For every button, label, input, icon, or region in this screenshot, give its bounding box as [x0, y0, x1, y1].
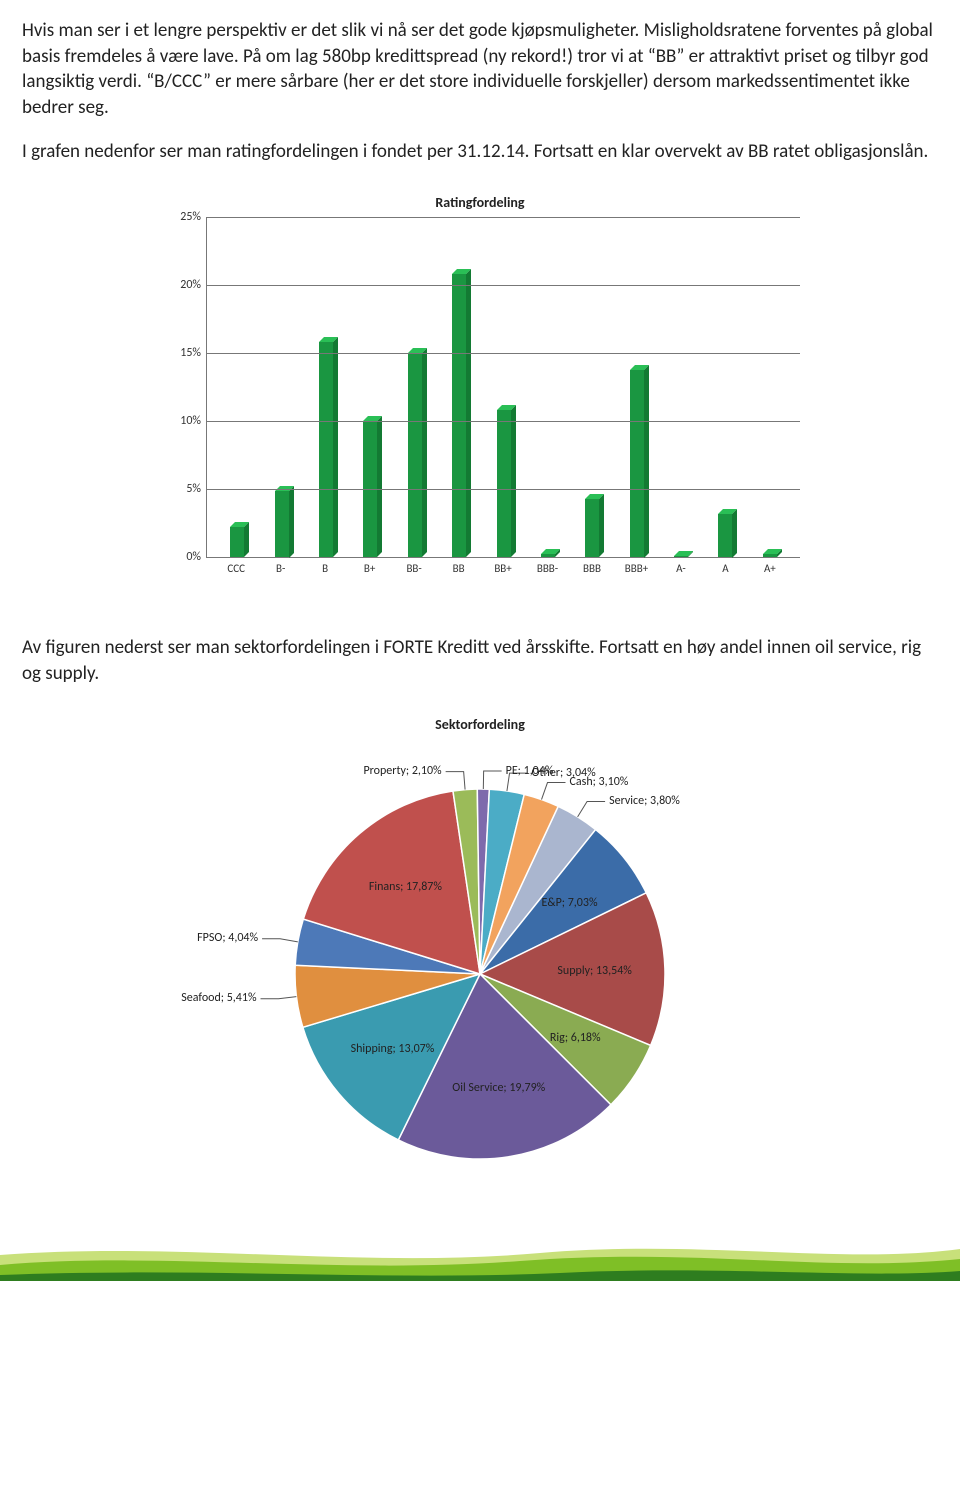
bar-chart-x-label: B+ — [347, 562, 391, 575]
bar-chart-y-label: 20% — [163, 278, 201, 292]
bar-chart-gridline — [207, 285, 800, 286]
bar-slot — [615, 217, 659, 557]
pie-leader-line — [262, 939, 298, 942]
bar-slot — [215, 217, 259, 557]
bar-chart-x-label: BBB+ — [614, 562, 658, 575]
bar-chart-x-label: BB+ — [481, 562, 525, 575]
pie-chart-title: Sektorfordeling — [160, 716, 800, 733]
bar-chart-x-label: B- — [258, 562, 302, 575]
bar-chart-gridline — [207, 421, 800, 422]
document-page: Hvis man ser i et lengre perspektiv er d… — [0, 0, 960, 1199]
bar-chart-x-label: CCC — [214, 562, 258, 575]
pie-slice-label: FPSO; 4,04% — [197, 931, 258, 945]
bar-chart-y-label: 5% — [163, 482, 201, 496]
pie-chart-svg — [160, 739, 800, 1199]
bar-chart-x-label: BBB- — [525, 562, 569, 575]
pie-slice-label: Rig; 6,18% — [550, 1031, 601, 1045]
bar — [763, 554, 777, 557]
bar-chart-gridline — [207, 489, 800, 490]
bar-slot — [703, 217, 747, 557]
paragraph-1: Hvis man ser i et lengre perspektiv er d… — [22, 18, 938, 121]
bar-chart-plot: 0%5%10%15%20%25% — [206, 217, 800, 558]
pie-slice-label: Finans; 17,87% — [369, 880, 442, 894]
bar-chart-y-label: 0% — [163, 550, 201, 564]
bar-chart-x-label: BB- — [392, 562, 436, 575]
bar-chart-x-label: BB — [436, 562, 480, 575]
bar-slot — [481, 217, 525, 557]
bar-chart-x-label: A- — [659, 562, 703, 575]
pie-slice-label: E&P; 7,03% — [542, 896, 598, 910]
pie-slice-label: Seafood; 5,41% — [181, 991, 256, 1005]
bar-slot — [259, 217, 303, 557]
bar-slot — [437, 217, 481, 557]
pie-slice-label: Service; 3,80% — [609, 794, 680, 808]
bar — [230, 527, 244, 557]
bar-slot — [348, 217, 392, 557]
bar-slot — [393, 217, 437, 557]
bar — [541, 554, 555, 557]
bar-slot — [304, 217, 348, 557]
bar-chart-x-labels: CCCB-BB+BB-BBBB+BBB-BBBBBB+A-AA+ — [206, 558, 800, 575]
pie-slice-label: Oil Service; 19,79% — [452, 1081, 545, 1095]
bar-slot — [748, 217, 792, 557]
bar-slot — [659, 217, 703, 557]
bar-chart-x-label: B — [303, 562, 347, 575]
bar — [674, 556, 688, 557]
bar-chart-gridline — [207, 217, 800, 218]
bar-chart-y-label: 25% — [163, 210, 201, 224]
bar-chart-bars — [207, 217, 800, 557]
pie-chart-plot: Service; 3,80% E&P; 7,03% Supply; 13,54% Ri… — [160, 739, 800, 1199]
bar-chart-title: Ratingfordeling — [160, 194, 800, 211]
bar — [497, 410, 511, 557]
pie-slice-label: Shipping; 13,07% — [351, 1042, 435, 1056]
bar-slot — [526, 217, 570, 557]
bar — [319, 342, 333, 557]
bar-chart-gridline — [207, 353, 800, 354]
paragraph-2: I grafen nedenfor ser man ratingfordelin… — [22, 139, 938, 165]
footer-wave — [0, 1239, 960, 1281]
pie-leader-line — [578, 802, 605, 817]
pie-leader-line — [542, 783, 566, 800]
bar — [408, 353, 422, 557]
bar-chart-y-label: 15% — [163, 346, 201, 360]
bar — [718, 514, 732, 558]
bar-chart-x-label: BBB — [570, 562, 614, 575]
bar-chart-y-label: 10% — [163, 414, 201, 428]
pie-slice-label: Cash; 3,10% — [569, 775, 628, 789]
pie-leader-line — [483, 772, 501, 790]
pie-slice-label: Supply; 13,54% — [557, 964, 631, 978]
bar-slot — [570, 217, 614, 557]
footer-wave-svg — [0, 1239, 960, 1281]
bar — [452, 274, 466, 557]
bar — [275, 491, 289, 558]
bar-chart: Ratingfordeling 0%5%10%15%20%25% CCCB-BB… — [160, 194, 800, 575]
pie-slice-label: Property; 2,10% — [363, 764, 441, 778]
paragraph-3: Av figuren nederst ser man sektorfordeli… — [22, 635, 938, 686]
bar-chart-x-label: A — [703, 562, 747, 575]
bar — [630, 370, 644, 558]
bar — [585, 499, 599, 557]
bar-chart-x-label: A+ — [748, 562, 792, 575]
pie-leader-line — [446, 772, 465, 790]
pie-leader-line — [261, 997, 297, 999]
pie-chart: Sektorfordeling Service; 3,80% E&P; 7,03%… — [160, 716, 800, 1199]
